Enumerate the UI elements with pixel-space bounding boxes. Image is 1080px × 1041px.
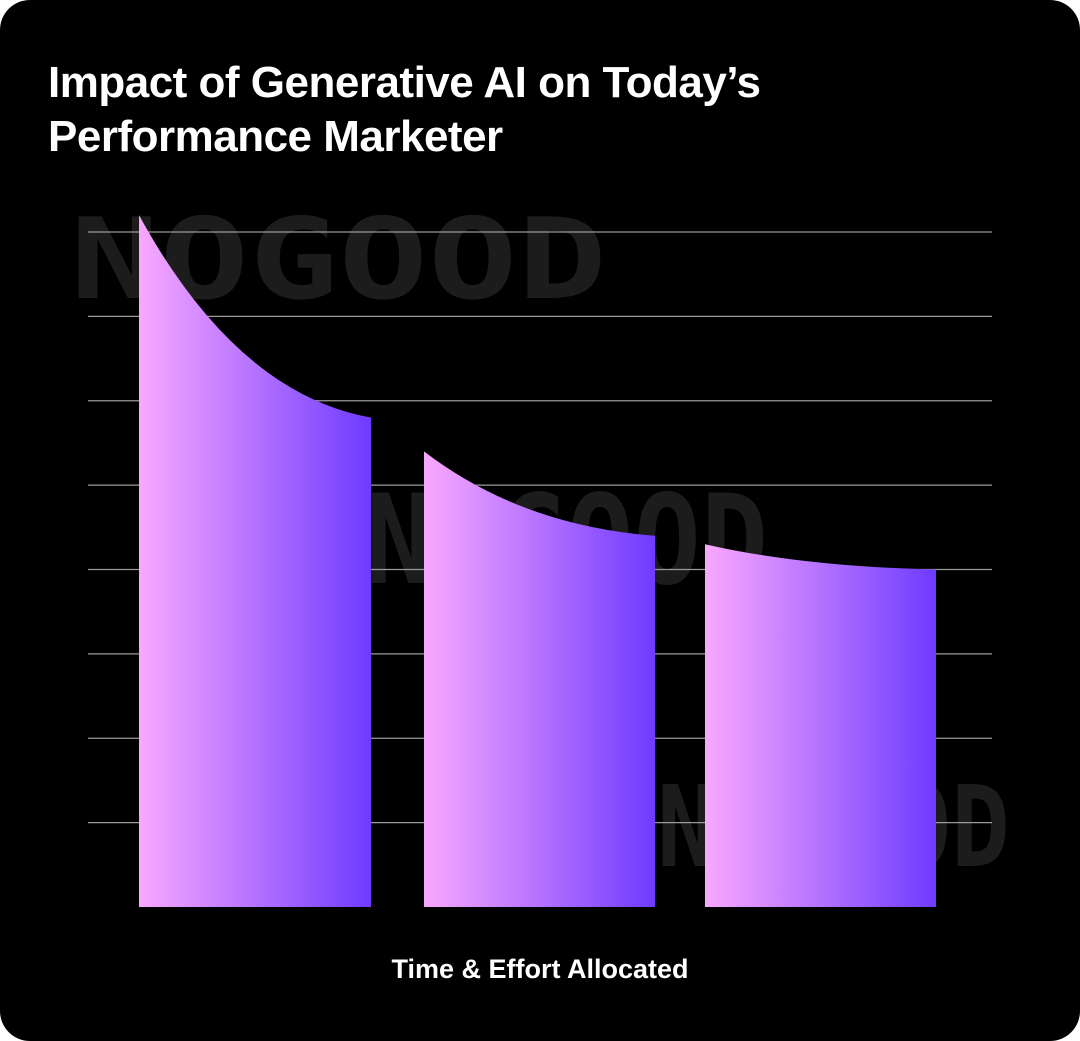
- bars: [139, 215, 936, 907]
- bar-2: [424, 451, 655, 907]
- bar-1: [139, 215, 371, 907]
- bar-3: [705, 544, 936, 907]
- chart-title: Impact of Generative AI on Today’s Perfo…: [48, 58, 761, 161]
- x-axis-label: Time & Effort Allocated: [391, 954, 688, 984]
